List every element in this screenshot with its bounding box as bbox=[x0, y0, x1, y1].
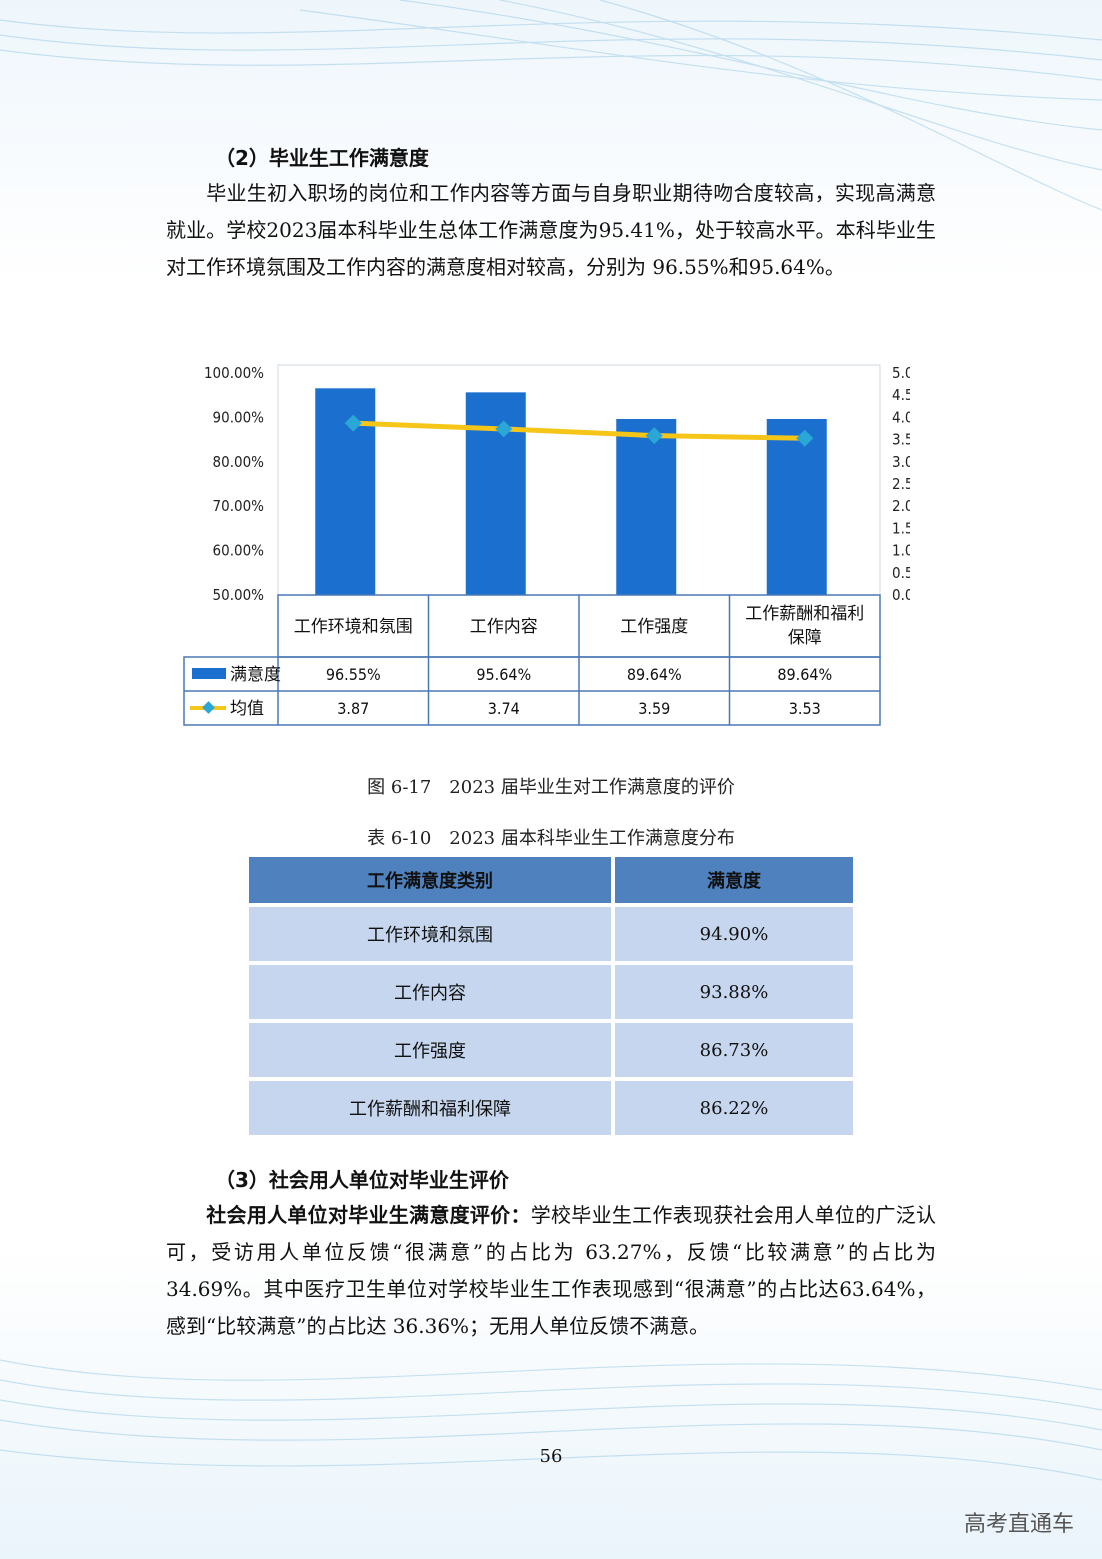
row-value: 93.88% bbox=[615, 965, 853, 1019]
row-value: 86.22% bbox=[615, 1081, 853, 1135]
legend-line-label: 均值 bbox=[230, 699, 264, 719]
mean-line bbox=[350, 420, 808, 441]
bar-value-label: 95.64% bbox=[476, 665, 531, 684]
y-left-tick-label: 50.00% bbox=[213, 586, 265, 604]
y-right-tick-label: 2.50 bbox=[892, 475, 910, 493]
bar-0 bbox=[315, 388, 376, 595]
mean-point-3 bbox=[796, 429, 814, 447]
bar-value-label: 89.64% bbox=[627, 665, 682, 684]
table-row: 工作内容 93.88% bbox=[249, 965, 853, 1019]
row-category: 工作内容 bbox=[249, 965, 611, 1019]
y-left-tick-label: 70.00% bbox=[213, 497, 265, 515]
y-right-tick-label: 3.00 bbox=[892, 453, 910, 471]
y-right-tick-label: 1.50 bbox=[892, 519, 910, 537]
category-label: 工作薪酬和福利 bbox=[745, 604, 864, 624]
category-label: 保障 bbox=[788, 628, 822, 648]
y-left-tick-label: 80.00% bbox=[213, 453, 265, 471]
section-3-text: 学校毕业生工作表现获社会用人单位的广泛认可，受访用人单位反馈“很满意”的占比为 … bbox=[166, 1203, 937, 1338]
y-right-tick-label: 1.00 bbox=[892, 542, 910, 560]
section-2-text: 毕业生初入职场的岗位和工作内容等方面与自身职业期待吻合度较高，实现高满意就业。学… bbox=[166, 181, 936, 279]
legend-bar-label: 满意度 bbox=[230, 665, 281, 685]
mean-value-label: 3.74 bbox=[488, 699, 520, 718]
watermark: 高考直通车 bbox=[963, 1512, 1074, 1537]
mean-value-label: 3.53 bbox=[789, 699, 821, 718]
section-3-heading: （3）社会用人单位对毕业生评价 bbox=[215, 1168, 509, 1192]
bar-3 bbox=[766, 418, 827, 595]
section-3-paragraph: 社会用人单位对毕业生满意度评价：学校毕业生工作表现获社会用人单位的广泛认可，受访… bbox=[166, 1197, 936, 1345]
row-category: 工作薪酬和福利保障 bbox=[249, 1081, 611, 1135]
section-2-paragraph: 毕业生初入职场的岗位和工作内容等方面与自身职业期待吻合度较高，实现高满意就业。学… bbox=[166, 175, 936, 286]
header-category: 工作满意度类别 bbox=[249, 857, 611, 903]
row-value: 94.90% bbox=[615, 907, 853, 961]
row-category: 工作强度 bbox=[249, 1023, 611, 1077]
table-caption: 表 6-10 2023 届本科毕业生工作满意度分布 bbox=[367, 828, 735, 849]
legend-bar-swatch bbox=[192, 668, 226, 679]
bar-1 bbox=[465, 392, 526, 595]
y-right-tick-label: 2.00 bbox=[892, 497, 910, 515]
table-header-row: 工作满意度类别 满意度 bbox=[249, 857, 853, 903]
y-right-tick-label: 3.50 bbox=[892, 431, 910, 449]
satisfaction-chart: 100.00% 90.00% 80.00% 70.00% 60.00% 50.00% 5.0… bbox=[183, 364, 910, 726]
mean-value-label: 3.87 bbox=[337, 699, 369, 718]
bar-value-label: 89.64% bbox=[777, 665, 832, 684]
mean-point-2 bbox=[645, 427, 663, 445]
category-label: 工作环境和氛围 bbox=[294, 617, 413, 637]
table-row: 工作薪酬和福利保障 86.22% bbox=[249, 1081, 853, 1135]
row-category: 工作环境和氛围 bbox=[249, 907, 611, 961]
mean-value-label: 3.59 bbox=[638, 699, 670, 718]
y-right-tick-label: 5.00 bbox=[892, 364, 910, 382]
y-right-tick-label: 0.50 bbox=[892, 564, 910, 582]
header-satisfaction: 满意度 bbox=[615, 857, 853, 903]
legend-line-marker bbox=[202, 701, 215, 714]
y-right-tick-label: 4.50 bbox=[892, 386, 910, 404]
table-row: 工作强度 86.73% bbox=[249, 1023, 853, 1077]
category-label: 工作内容 bbox=[470, 617, 538, 637]
y-right-tick-label: 0.00 bbox=[892, 586, 910, 604]
satisfaction-distribution-table: 工作满意度类别 满意度 工作环境和氛围 94.90% 工作内容 93.88% 工… bbox=[245, 853, 857, 1139]
section-2-heading: （2）毕业生工作满意度 bbox=[215, 146, 429, 170]
y-left-tick-label: 60.00% bbox=[213, 542, 265, 560]
figure-caption: 图 6-17 2023 届毕业生对工作满意度的评价 bbox=[367, 777, 735, 798]
y-right-tick-label: 4.00 bbox=[892, 408, 910, 426]
bar-value-label: 96.55% bbox=[326, 665, 381, 684]
category-label: 工作强度 bbox=[620, 617, 688, 637]
page-number: 56 bbox=[539, 1446, 563, 1467]
section-3-lead: 社会用人单位对毕业生满意度评价： bbox=[206, 1203, 531, 1227]
y-left-tick-label: 100.00% bbox=[204, 364, 264, 382]
table-row: 工作环境和氛围 94.90% bbox=[249, 907, 853, 961]
bar-2 bbox=[616, 418, 677, 595]
y-left-tick-label: 90.00% bbox=[213, 408, 265, 426]
row-value: 86.73% bbox=[615, 1023, 853, 1077]
